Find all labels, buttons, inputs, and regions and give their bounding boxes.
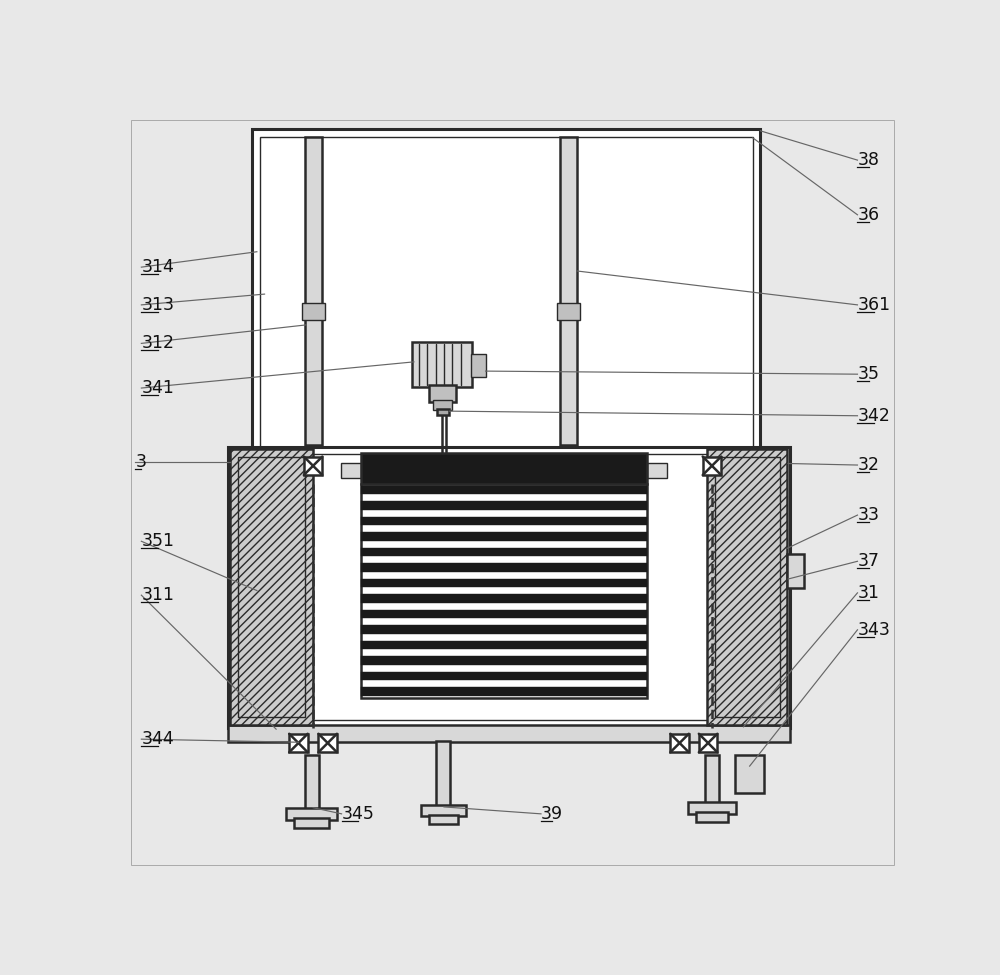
Bar	[670, 734, 689, 753]
Text: 32: 32	[857, 456, 879, 474]
Bar	[705, 755, 719, 803]
Bar	[289, 734, 308, 753]
Text: 38: 38	[857, 151, 879, 169]
Bar	[304, 456, 322, 475]
Bar	[361, 485, 647, 698]
Bar	[341, 463, 361, 478]
Bar	[361, 579, 647, 588]
Bar	[557, 303, 580, 320]
Bar	[715, 456, 780, 717]
Bar	[429, 385, 456, 402]
Bar	[361, 532, 647, 541]
Text: 37: 37	[857, 552, 879, 570]
Bar	[228, 447, 790, 727]
Bar	[560, 137, 577, 445]
Text: 31: 31	[857, 584, 879, 602]
Bar	[361, 486, 647, 494]
Bar	[707, 448, 787, 724]
Bar	[361, 610, 647, 618]
Bar	[471, 354, 486, 377]
Bar	[429, 815, 458, 824]
Bar	[361, 517, 647, 526]
Bar	[361, 687, 647, 696]
Text: 345: 345	[342, 804, 374, 823]
Bar	[688, 802, 736, 814]
Bar	[361, 501, 647, 510]
Bar	[260, 137, 753, 464]
Text: 313: 313	[141, 295, 174, 314]
Bar	[787, 555, 804, 588]
Text: 344: 344	[141, 730, 174, 748]
Text: 341: 341	[141, 379, 174, 397]
Text: 39: 39	[541, 804, 563, 823]
Bar	[286, 808, 337, 820]
Bar	[361, 641, 647, 649]
Bar	[305, 137, 322, 445]
Bar	[252, 130, 760, 472]
Bar	[647, 463, 667, 478]
Bar	[433, 401, 452, 410]
Bar	[230, 448, 313, 724]
Text: 351: 351	[141, 532, 174, 550]
Text: 311: 311	[141, 586, 174, 604]
Bar	[699, 734, 717, 753]
Bar	[361, 548, 647, 557]
Text: 33: 33	[857, 506, 879, 525]
Bar	[361, 625, 647, 634]
Bar	[421, 804, 466, 816]
Bar	[302, 303, 325, 320]
Bar	[696, 812, 728, 822]
Bar	[361, 672, 647, 681]
Bar	[235, 454, 782, 720]
Text: 314: 314	[141, 258, 174, 276]
Text: 312: 312	[141, 334, 174, 352]
Bar	[735, 755, 764, 793]
Bar	[361, 595, 647, 603]
Text: 35: 35	[857, 366, 879, 383]
Text: 3: 3	[135, 453, 146, 471]
Bar	[294, 818, 329, 828]
Bar	[703, 456, 721, 475]
Bar	[361, 564, 647, 572]
Bar	[238, 456, 305, 717]
Bar	[436, 741, 450, 806]
Bar	[305, 755, 319, 810]
Text: 342: 342	[857, 407, 890, 425]
Bar	[228, 725, 790, 742]
Text: 36: 36	[857, 206, 880, 224]
Text: 343: 343	[857, 621, 890, 639]
Bar	[437, 409, 449, 415]
Bar	[318, 734, 337, 753]
Bar	[361, 453, 647, 485]
Bar	[412, 342, 472, 386]
Text: 361: 361	[857, 295, 891, 314]
Bar	[361, 656, 647, 665]
